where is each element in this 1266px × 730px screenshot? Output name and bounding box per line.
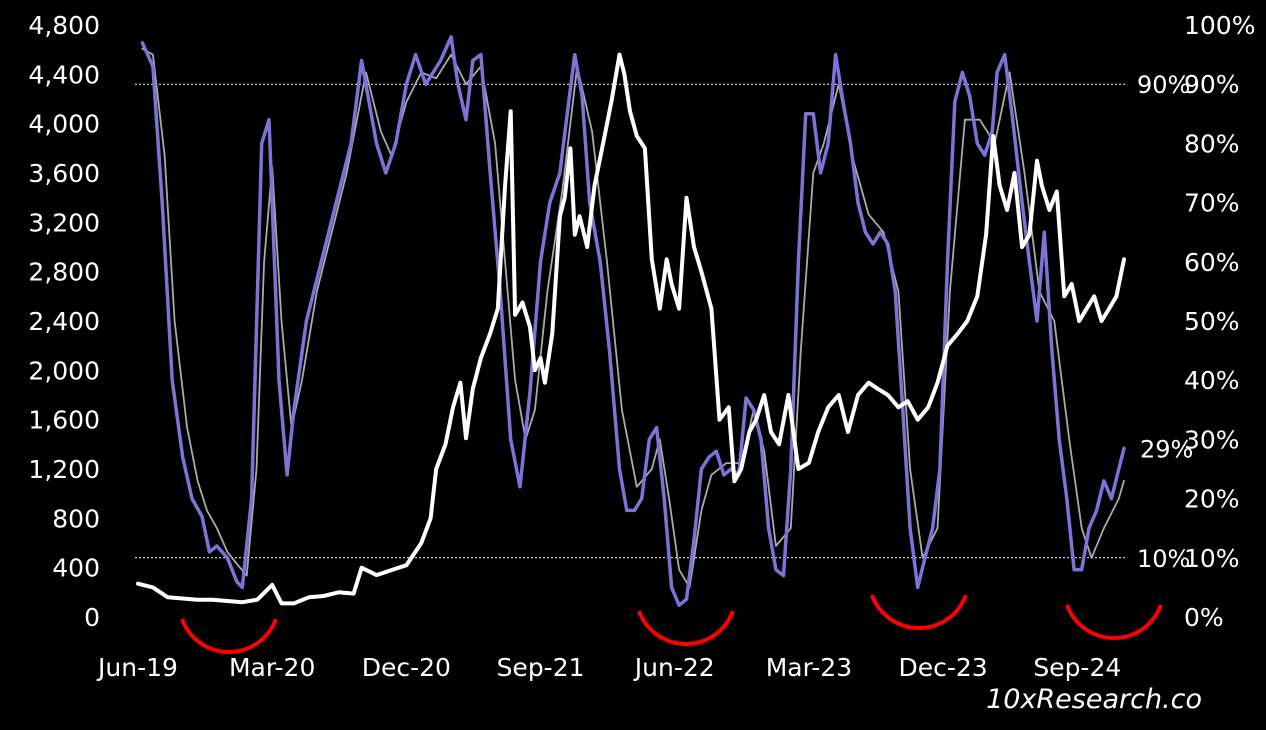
y-left-tick-0: 0: [84, 603, 100, 632]
y-left-tick-6: 2,400: [28, 307, 100, 336]
y-left-tick-1: 400: [52, 554, 100, 583]
x-tick-6: Dec-23: [898, 653, 987, 682]
source-watermark: 10xResearch.co: [986, 684, 1202, 715]
y-left-tick-3: 1,200: [28, 455, 100, 484]
y-right-tick-2: 20%: [1184, 485, 1240, 514]
y-left-tick-11: 4,400: [28, 60, 100, 89]
y-right-tick-3: 30%: [1184, 425, 1240, 454]
y-right-tick-10: 100%: [1184, 11, 1255, 40]
x-tick-2: Dec-20: [362, 653, 451, 682]
y-left-tick-9: 3,600: [28, 159, 100, 188]
x-tick-3: Sep-21: [497, 653, 585, 682]
series-layer: [136, 35, 1126, 607]
right-axis: 0% 10% 20% 30% 40% 50% 60% 70% 80% 90% 100%: [1184, 11, 1255, 632]
y-right-tick-5: 50%: [1184, 307, 1240, 336]
trough-marker-3: [1065, 604, 1163, 640]
y-left-tick-4: 1,600: [28, 406, 100, 435]
series-line-1: [140, 35, 1126, 607]
x-tick-1: Mar-20: [229, 653, 315, 682]
y-right-tick-1: 10%: [1184, 544, 1240, 573]
annotation-0: 29%: [1140, 435, 1193, 463]
y-right-tick-0: 0%: [1184, 603, 1224, 632]
series-line-0: [136, 52, 1126, 606]
y-left-tick-5: 2,000: [28, 356, 100, 385]
y-right-tick-6: 60%: [1184, 248, 1240, 277]
y-left-tick-2: 800: [52, 504, 100, 533]
reference-line-label-1: 10%: [1137, 545, 1190, 573]
annotations: 29%: [1140, 435, 1193, 463]
y-right-tick-8: 80%: [1184, 129, 1240, 158]
x-tick-4: Jun-22: [633, 653, 715, 682]
x-tick-5: Mar-23: [766, 653, 852, 682]
x-axis: Jun-19 Mar-20 Dec-20 Sep-21 Jun-22 Mar-23 Dec-…: [96, 653, 1121, 682]
x-tick-0: Jun-19: [96, 653, 178, 682]
y-left-tick-7: 2,800: [28, 258, 100, 287]
y-left-tick-12: 4,800: [28, 11, 100, 40]
y-left-tick-10: 4,000: [28, 110, 100, 139]
y-right-tick-9: 90%: [1184, 70, 1240, 99]
x-tick-7: Sep-24: [1033, 653, 1121, 682]
y-right-tick-7: 70%: [1184, 189, 1240, 218]
reference-line-label-0: 90%: [1137, 71, 1190, 99]
trough-markers: [180, 594, 1163, 654]
trough-marker-2: [870, 594, 968, 630]
trough-marker-0: [180, 618, 278, 654]
y-right-tick-4: 40%: [1184, 366, 1240, 395]
left-axis: 0 400 800 1,200 1,600 2,000 2,400 2,800 3,200 3,6…: [28, 11, 100, 632]
y-left-tick-8: 3,200: [28, 208, 100, 237]
trough-marker-1: [637, 610, 735, 646]
